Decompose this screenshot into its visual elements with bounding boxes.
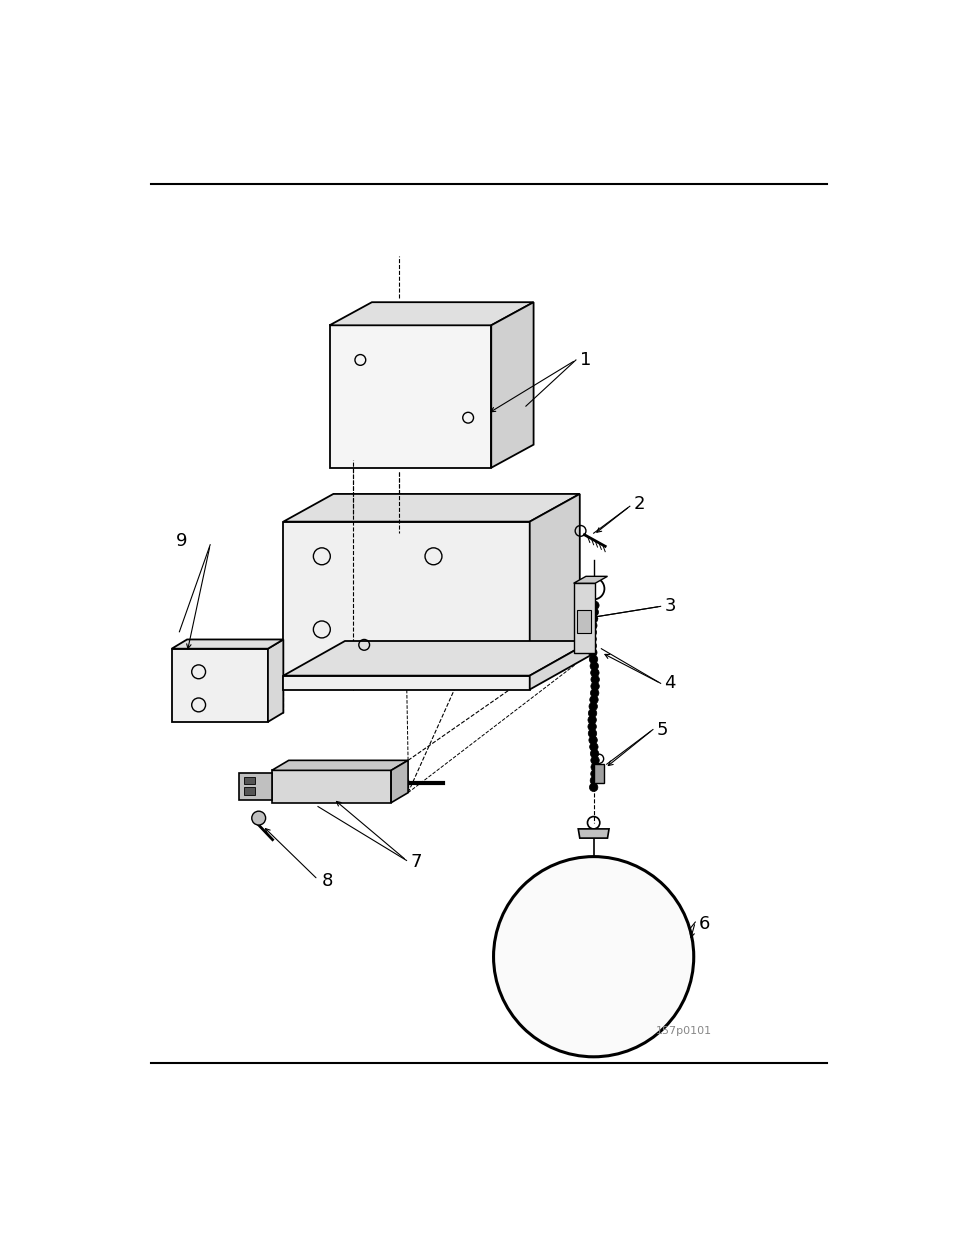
Circle shape — [588, 736, 597, 745]
Polygon shape — [391, 761, 408, 803]
Text: 8: 8 — [321, 872, 333, 890]
Polygon shape — [573, 583, 595, 652]
Circle shape — [590, 608, 598, 616]
Circle shape — [590, 763, 598, 772]
Text: 2: 2 — [633, 495, 644, 513]
Circle shape — [589, 783, 598, 792]
Circle shape — [493, 857, 693, 1057]
Circle shape — [590, 601, 598, 610]
Circle shape — [588, 621, 597, 630]
Polygon shape — [578, 829, 608, 839]
Polygon shape — [239, 773, 272, 799]
Circle shape — [590, 668, 598, 677]
Text: 6: 6 — [699, 915, 710, 932]
Text: 4: 4 — [664, 674, 676, 693]
Polygon shape — [329, 303, 533, 325]
Circle shape — [587, 722, 596, 731]
Circle shape — [252, 811, 265, 825]
Circle shape — [587, 716, 596, 724]
Polygon shape — [283, 494, 579, 521]
Polygon shape — [268, 640, 283, 721]
Polygon shape — [283, 676, 529, 689]
Circle shape — [587, 641, 596, 650]
Text: 3: 3 — [664, 598, 676, 615]
Polygon shape — [329, 325, 491, 468]
Circle shape — [590, 676, 598, 684]
Text: 1: 1 — [579, 351, 591, 369]
Circle shape — [587, 635, 596, 643]
Circle shape — [589, 615, 598, 624]
Text: 9: 9 — [175, 532, 187, 550]
Circle shape — [590, 689, 598, 698]
Text: 5: 5 — [656, 720, 668, 739]
Circle shape — [589, 655, 598, 663]
Polygon shape — [272, 761, 408, 771]
Circle shape — [587, 629, 596, 636]
Text: 157p0101: 157p0101 — [655, 1026, 711, 1036]
Circle shape — [588, 709, 597, 718]
Circle shape — [588, 703, 597, 710]
Circle shape — [590, 750, 598, 758]
Polygon shape — [577, 610, 591, 634]
Circle shape — [590, 756, 598, 764]
Polygon shape — [283, 521, 529, 676]
Circle shape — [589, 662, 598, 671]
Polygon shape — [283, 641, 591, 676]
Circle shape — [590, 682, 598, 690]
Polygon shape — [491, 303, 533, 468]
Polygon shape — [529, 494, 579, 676]
Circle shape — [589, 742, 598, 751]
Circle shape — [588, 648, 597, 657]
Circle shape — [590, 777, 598, 784]
Polygon shape — [172, 648, 268, 721]
Circle shape — [589, 695, 598, 704]
Polygon shape — [172, 640, 283, 648]
Polygon shape — [573, 577, 607, 583]
Polygon shape — [272, 771, 391, 803]
Polygon shape — [244, 787, 254, 795]
Polygon shape — [594, 764, 603, 783]
Circle shape — [590, 769, 598, 778]
Circle shape — [588, 729, 596, 737]
Text: 7: 7 — [410, 853, 421, 871]
Polygon shape — [244, 777, 254, 784]
Polygon shape — [529, 641, 591, 689]
